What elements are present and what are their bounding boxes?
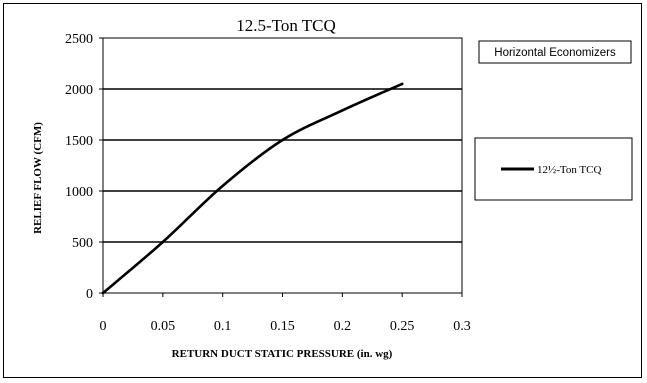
legend-label: 12½-Ton TCQ bbox=[537, 164, 601, 176]
chart-title: 12.5-Ton TCQ bbox=[236, 16, 336, 35]
data-point bbox=[101, 291, 105, 295]
y-tick-label: 500 bbox=[72, 236, 93, 251]
data-point bbox=[221, 184, 224, 188]
plot-area bbox=[102, 37, 463, 294]
x-axis-ticks: 0 0.05 0.1 0.15 0.2 0.25 0.3 bbox=[100, 293, 471, 334]
y-tick-label: 1000 bbox=[65, 185, 93, 200]
y-axis-ticks: 0 500 1000 1500 2000 2500 bbox=[65, 32, 103, 302]
data-point bbox=[281, 138, 284, 142]
legend-box bbox=[474, 137, 633, 201]
x-tick-label: 0.25 bbox=[390, 319, 415, 334]
x-tick-label: 0.05 bbox=[151, 319, 176, 334]
series-layer bbox=[101, 82, 404, 295]
x-tick-label: 0.2 bbox=[334, 319, 352, 334]
y-tick-label: 0 bbox=[86, 287, 93, 302]
x-axis-label: RETURN DUCT STATIC PRESSURE (in. wg) bbox=[172, 348, 393, 360]
y-tick-label: 1500 bbox=[65, 134, 93, 149]
x-tick-label: 0.1 bbox=[214, 319, 232, 334]
annotation-box bbox=[478, 40, 632, 64]
y-tick-label: 2000 bbox=[65, 83, 93, 98]
data-point bbox=[161, 240, 165, 244]
y-axis-label: RELIEF FLOW (CFM) bbox=[32, 122, 44, 234]
x-tick-label: 0 bbox=[100, 319, 107, 334]
x-tick-label: 0.15 bbox=[270, 319, 295, 334]
data-point bbox=[341, 109, 344, 112]
x-tick-label: 0.3 bbox=[453, 319, 471, 334]
series-line bbox=[101, 82, 404, 295]
data-point bbox=[400, 82, 404, 86]
y-tick-label: 2500 bbox=[65, 32, 93, 47]
annotation-text: Horizontal Economizers bbox=[494, 47, 616, 59]
